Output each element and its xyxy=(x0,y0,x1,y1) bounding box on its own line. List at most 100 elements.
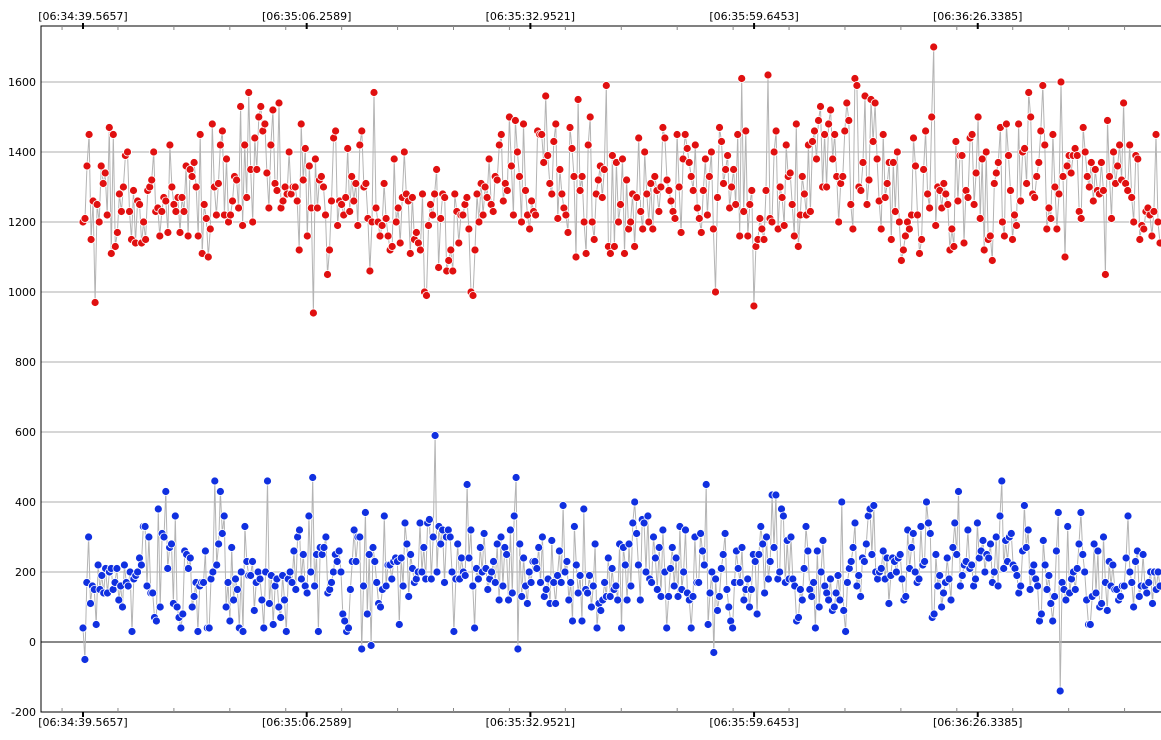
series-0-point xyxy=(579,217,589,227)
series-0-point xyxy=(1103,116,1112,125)
series-1-point xyxy=(607,564,617,573)
series-1-point xyxy=(995,511,1005,521)
series-0-point xyxy=(232,175,242,185)
series-1-point xyxy=(1144,578,1154,587)
series-1-point xyxy=(929,609,939,619)
series-1-point xyxy=(1091,588,1101,598)
series-1-point xyxy=(592,623,602,633)
series-1-point xyxy=(538,532,547,542)
series-1-point xyxy=(634,560,643,570)
series-1-point xyxy=(291,585,301,594)
series-1-point xyxy=(310,581,320,591)
series-1-point xyxy=(519,553,528,563)
series-1-point xyxy=(796,585,805,594)
series-1-point xyxy=(716,564,726,573)
series-0-point xyxy=(316,172,326,181)
series-0-point xyxy=(648,224,658,234)
series-0-point xyxy=(571,252,581,262)
series-1-point xyxy=(950,518,960,528)
series-0-point xyxy=(213,179,223,188)
series-1-point xyxy=(1061,595,1071,605)
series-1-point xyxy=(490,578,500,587)
series-1-point xyxy=(750,557,760,566)
series-1-point xyxy=(214,539,224,549)
series-0-point xyxy=(800,189,809,199)
series-1-point xyxy=(754,550,764,559)
series-1-point xyxy=(553,571,562,580)
series-1-point xyxy=(999,564,1009,573)
series-1-point xyxy=(183,564,193,573)
series-0-point xyxy=(129,186,138,195)
series-1-point xyxy=(133,567,143,577)
series-1-point xyxy=(1074,539,1084,549)
series-1-point xyxy=(664,592,673,601)
series-1-point xyxy=(852,581,862,591)
series-1-point xyxy=(136,560,146,570)
series-0-point xyxy=(211,210,221,220)
series-1-point xyxy=(148,588,158,598)
series-0-point xyxy=(1119,98,1128,108)
series-1-point xyxy=(925,529,935,538)
series-0-point xyxy=(147,175,157,185)
series-0-point xyxy=(638,224,648,234)
series-1-point xyxy=(189,592,199,601)
series-1-point xyxy=(351,557,361,566)
series-0-point xyxy=(94,217,104,227)
series-0-point xyxy=(391,217,401,227)
series-0-point xyxy=(125,207,134,216)
series-0-point xyxy=(217,126,227,136)
series-0-point xyxy=(1113,161,1122,171)
series-1-point xyxy=(440,578,449,587)
series-1-point xyxy=(861,539,871,549)
series-0-point xyxy=(894,217,904,227)
series-0-point xyxy=(880,193,890,202)
series-0-point xyxy=(496,130,506,139)
series-1-point xyxy=(167,539,176,549)
series-1-point xyxy=(468,581,478,591)
series-0-point xyxy=(264,203,274,213)
series-0-point xyxy=(488,207,498,216)
series-0-point xyxy=(723,151,732,160)
series-1-point xyxy=(711,574,720,584)
series-0-point xyxy=(650,172,660,181)
series-1-point xyxy=(867,550,877,559)
series-1-point xyxy=(513,644,523,654)
series-1-point xyxy=(942,553,952,563)
series-0-point xyxy=(763,70,773,80)
series-1-point xyxy=(295,525,304,535)
series-1-point xyxy=(587,602,596,612)
series-1-point xyxy=(980,567,990,577)
series-0-point xyxy=(549,137,559,146)
series-0-point xyxy=(377,221,387,230)
series-0-point xyxy=(555,165,565,174)
series-0-point xyxy=(563,228,573,237)
series-1-point xyxy=(709,648,719,657)
series-0-point xyxy=(882,179,892,188)
series-0-point xyxy=(1004,151,1013,160)
series-1-point xyxy=(1108,560,1118,570)
series-1-point xyxy=(914,574,924,584)
series-0-point xyxy=(432,165,442,174)
series-0-point xyxy=(195,130,205,139)
series-1-point xyxy=(916,522,926,531)
series-0-point xyxy=(785,168,795,178)
series-0-point xyxy=(482,193,492,202)
series-0-point xyxy=(278,196,288,206)
series-1-point xyxy=(432,567,442,577)
series-0-point xyxy=(917,235,926,244)
series-1-point xyxy=(357,644,367,654)
series-1-point xyxy=(142,581,152,591)
series-0-point xyxy=(511,116,520,125)
series-1-point xyxy=(387,574,397,584)
series-0-point xyxy=(943,200,953,209)
series-1-point xyxy=(360,508,370,517)
series-0-point xyxy=(905,224,914,234)
series-1-point xyxy=(856,592,865,601)
series-0-point xyxy=(82,161,92,171)
series-0-point xyxy=(721,165,730,174)
series-0-point xyxy=(474,217,484,227)
series-1-point xyxy=(957,571,967,580)
series-1-point xyxy=(1055,686,1065,696)
series-0-point xyxy=(848,224,858,234)
series-1-point xyxy=(246,571,256,580)
